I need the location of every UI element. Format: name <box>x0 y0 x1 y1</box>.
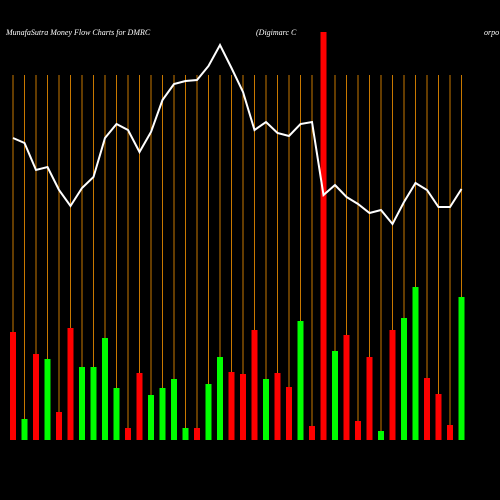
bar <box>102 338 108 440</box>
bar <box>297 321 304 440</box>
bar <box>194 428 200 440</box>
chart-subtitle: orpo <box>484 28 499 37</box>
bar <box>389 330 396 440</box>
bar <box>447 425 453 440</box>
bar <box>171 379 177 440</box>
bar <box>251 330 258 440</box>
bar <box>343 335 350 440</box>
bar <box>56 412 62 440</box>
bar <box>286 387 292 440</box>
bar <box>401 318 407 440</box>
bar <box>182 428 189 440</box>
bar <box>320 32 327 440</box>
bar <box>148 395 154 440</box>
bar <box>21 419 28 440</box>
bar <box>424 378 430 440</box>
bar <box>263 379 269 440</box>
bar <box>44 359 51 440</box>
bar <box>67 328 74 440</box>
bar <box>332 351 338 440</box>
bar <box>309 426 315 440</box>
bar <box>228 372 235 440</box>
bar <box>136 373 143 440</box>
bar <box>458 297 465 440</box>
bar <box>435 394 442 440</box>
price-line <box>12 42 463 226</box>
bar <box>113 388 120 440</box>
bar <box>412 287 419 440</box>
chart-subtitle: (Digimarc C <box>256 28 297 37</box>
bar <box>159 388 166 440</box>
bar <box>240 374 246 440</box>
bar <box>205 384 212 440</box>
bar <box>274 373 281 440</box>
bar <box>125 428 131 440</box>
bar <box>10 332 16 440</box>
bar <box>378 431 384 440</box>
bar <box>355 421 361 440</box>
bar <box>366 357 373 440</box>
bar <box>90 367 97 440</box>
bar <box>33 354 39 440</box>
bar <box>217 357 223 440</box>
bar <box>79 367 85 440</box>
chart-title: MunafaSutra Money Flow Charts for DMRC <box>5 28 151 37</box>
